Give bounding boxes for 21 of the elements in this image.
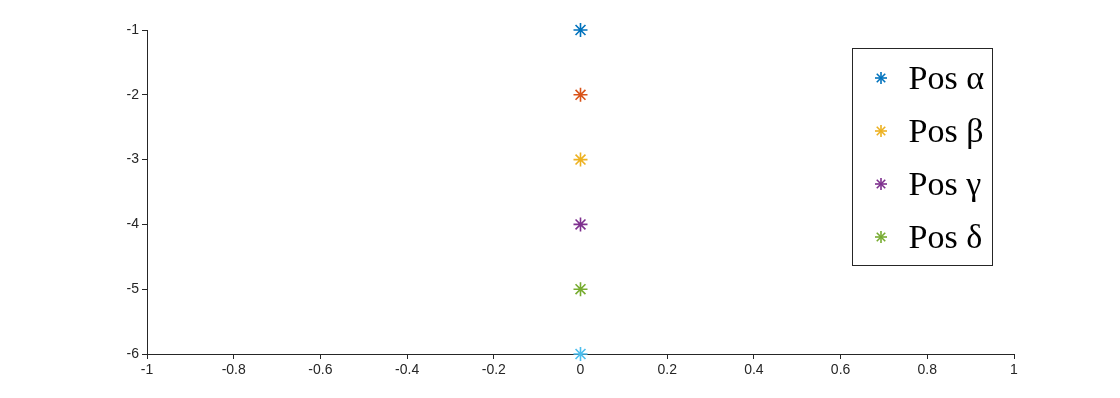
x-tick-label: 0 <box>576 361 585 378</box>
y-tick-label: -4 <box>126 215 140 232</box>
x-tick-label: -0.6 <box>308 361 333 378</box>
y-tick-label: -6 <box>126 344 140 361</box>
legend-label: Pos γ <box>908 164 982 204</box>
x-tick-label: -0.2 <box>481 361 507 378</box>
x-tick-label: 1 <box>1010 361 1019 378</box>
y-tick-label: -1 <box>126 20 140 37</box>
legend-label: Pos β <box>908 111 984 151</box>
y-tick-label: -5 <box>126 280 140 297</box>
x-tick-label: 0.4 <box>744 361 764 378</box>
x-tick-label: 0.8 <box>917 361 938 378</box>
x-tick-label: -0.8 <box>221 361 246 378</box>
y-tick-label: -2 <box>126 85 140 102</box>
x-tick-label: 0.2 <box>657 361 678 378</box>
x-tick-label: -0.4 <box>395 361 420 378</box>
legend-label: Pos α <box>908 58 984 98</box>
y-tick-label: -3 <box>126 150 140 167</box>
x-tick-label: -1 <box>140 361 154 378</box>
legend-label: Pos δ <box>908 217 983 257</box>
x-tick-label: 0.6 <box>830 361 851 378</box>
